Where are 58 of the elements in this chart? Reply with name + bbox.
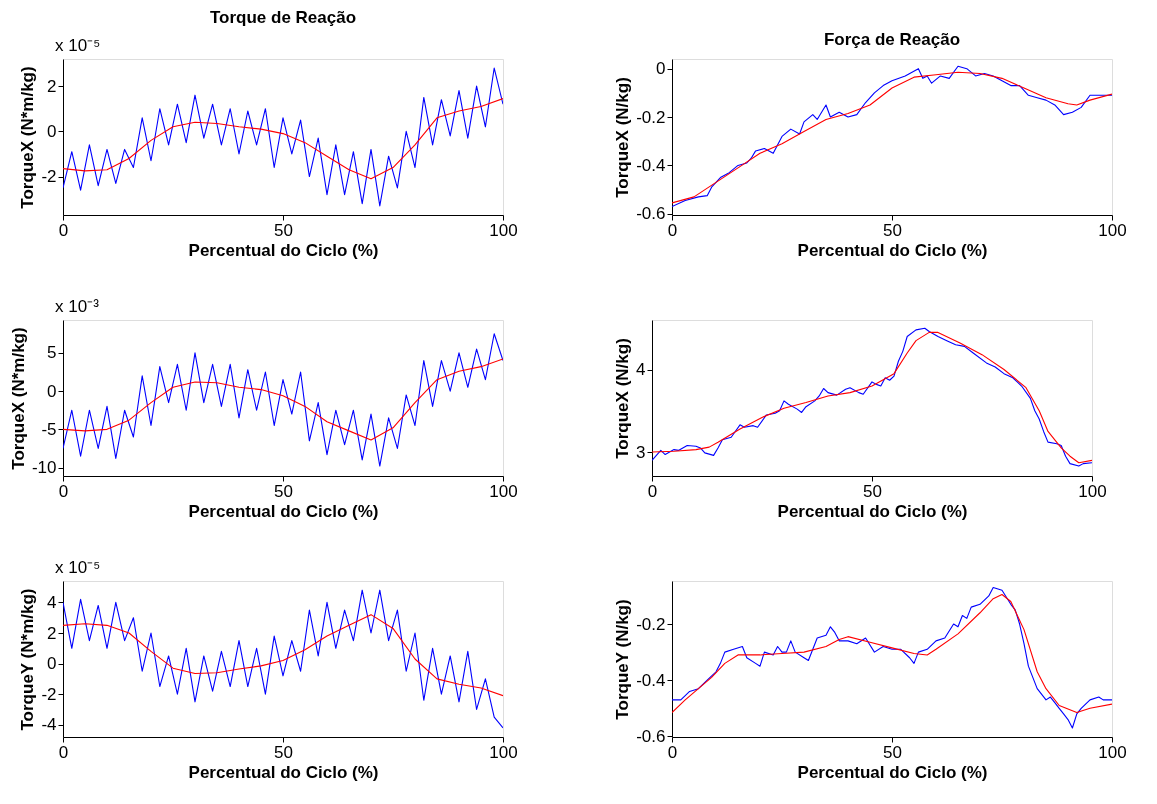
y-tick-label: 3 — [636, 442, 646, 462]
x-tick-label: 100 — [1098, 220, 1127, 240]
line-series — [63, 589, 503, 729]
x-tick-label: 50 — [883, 220, 902, 240]
y-tick-label: 4 — [47, 592, 57, 612]
x-tick-label: 100 — [489, 220, 518, 240]
line-series — [63, 333, 503, 467]
x-tick-label: 100 — [1078, 481, 1107, 501]
y-tick-label: -0.2 — [636, 614, 666, 634]
chart-title: Força de Reação — [823, 30, 961, 49]
y-tick-label: -10 — [31, 458, 57, 478]
text: x 10⁻³ — [55, 297, 100, 316]
x-tick-label: 100 — [1098, 742, 1127, 762]
y-tick-label: -0.6 — [636, 204, 666, 224]
x-axis-title: Percentual do Ciclo (%) — [777, 501, 968, 521]
x-tick-label: 50 — [274, 220, 293, 240]
y-axis-title: TorqueY (N/kg) — [613, 599, 633, 720]
x-axis-title: Percentual do Ciclo (%) — [188, 240, 379, 260]
x-tick-label: 100 — [489, 742, 518, 762]
y-tick-label: 4 — [636, 360, 646, 380]
y-axis-title: TorqueY (N*m/kg) — [18, 588, 38, 731]
y-tick-label: 5 — [47, 343, 57, 363]
line-series — [672, 593, 1112, 714]
chart-title: Torque de Reação — [209, 8, 357, 27]
text: x 10⁻⁵ — [55, 36, 101, 55]
x-tick-label: 50 — [274, 742, 293, 762]
x-tick-label: 50 — [883, 742, 902, 762]
y-tick-label: -2 — [41, 684, 57, 704]
y-tick-label: 0 — [47, 121, 57, 141]
line-series — [672, 586, 1112, 729]
y-tick-label: -5 — [41, 419, 57, 439]
x-tick-label: 100 — [489, 481, 518, 501]
y-tick-label: -0.6 — [636, 726, 666, 746]
x-axis-title: Percentual do Ciclo (%) — [188, 762, 379, 782]
x-tick-label: 50 — [863, 481, 882, 501]
y-axis-title: TorqueX (N*m/kg) — [8, 327, 28, 470]
x-axis-title: Percentual do Ciclo (%) — [797, 240, 988, 260]
y-tick-label: -2 — [41, 167, 57, 187]
y-tick-label: -0.4 — [636, 155, 666, 175]
y-tick-label: 2 — [47, 623, 57, 643]
line-series — [63, 98, 503, 180]
line-series — [63, 614, 503, 697]
y-axis-title: TorqueX (N/kg) — [613, 77, 633, 198]
line-series — [63, 358, 503, 441]
x-axis-title: Percentual do Ciclo (%) — [797, 762, 988, 782]
y-tick-label: -0.4 — [636, 670, 666, 690]
y-axis-title: TorqueX (N*m/kg) — [18, 66, 38, 209]
y-tick-label: 0 — [47, 654, 57, 674]
x-axis-title: Percentual do Ciclo (%) — [188, 501, 379, 521]
line-series — [63, 67, 503, 207]
y-tick-label: -0.2 — [636, 107, 666, 127]
y-tick-label: 0 — [47, 381, 57, 401]
text: x 10⁻⁵ — [55, 558, 101, 577]
y-tick-label: -4 — [41, 715, 57, 735]
x-tick-label: 50 — [274, 481, 293, 501]
y-axis-title: TorqueX (N/kg) — [613, 338, 633, 459]
y-tick-label: 0 — [656, 59, 666, 79]
y-tick-label: 2 — [47, 76, 57, 96]
